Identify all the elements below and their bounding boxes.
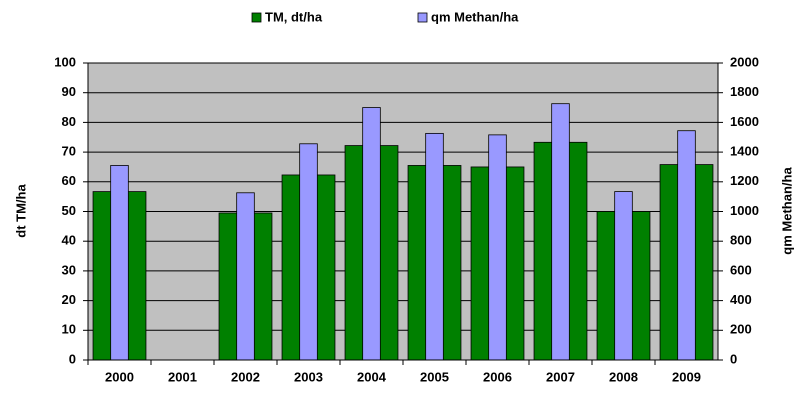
y2-tick-label: 200 bbox=[730, 322, 752, 337]
y2-axis-label: qm Methan/ha bbox=[779, 167, 794, 255]
x-tick-label: 2003 bbox=[294, 369, 323, 384]
legend-swatch bbox=[417, 12, 428, 23]
y-tick-label: 50 bbox=[62, 203, 76, 218]
y2-tick-label: 1600 bbox=[730, 114, 759, 129]
y-tick-label: 40 bbox=[62, 233, 76, 248]
y2-tick-label: 600 bbox=[730, 262, 752, 277]
y2-tick-label: 0 bbox=[730, 351, 737, 366]
y2-tick-label: 800 bbox=[730, 233, 752, 248]
y-tick-label: 0 bbox=[69, 351, 76, 366]
bar bbox=[677, 130, 696, 361]
y-tick-label: 10 bbox=[62, 322, 76, 337]
y2-tick-label: 2000 bbox=[730, 54, 759, 69]
bar bbox=[614, 191, 633, 361]
x-tick-label: 2005 bbox=[420, 369, 449, 384]
legend-swatch bbox=[251, 12, 262, 23]
x-tick-label: 2008 bbox=[609, 369, 638, 384]
y2-tick-label: 1200 bbox=[730, 173, 759, 188]
x-tick-label: 2007 bbox=[546, 369, 575, 384]
y-tick-label: 90 bbox=[62, 84, 76, 99]
bar bbox=[551, 103, 570, 361]
y-tick-label: 30 bbox=[62, 262, 76, 277]
x-tick-label: 2001 bbox=[168, 369, 197, 384]
x-tick-label: 2006 bbox=[483, 369, 512, 384]
y-tick-label: 100 bbox=[54, 54, 76, 69]
y-axis-label: dt TM/ha bbox=[13, 184, 28, 238]
bar bbox=[236, 192, 255, 361]
bar bbox=[110, 165, 129, 361]
bar bbox=[362, 107, 381, 361]
y-tick-label: 80 bbox=[62, 114, 76, 129]
bar bbox=[425, 132, 444, 361]
y2-tick-label: 1000 bbox=[730, 203, 759, 218]
bar bbox=[299, 143, 318, 361]
y-tick-label: 20 bbox=[62, 292, 76, 307]
legend-label: qm Methan/ha bbox=[431, 9, 519, 24]
legend-label: TM, dt/ha bbox=[265, 9, 323, 24]
y-tick-label: 70 bbox=[62, 144, 76, 159]
bar bbox=[488, 134, 507, 361]
y-tick-label: 60 bbox=[62, 173, 76, 188]
x-tick-label: 2009 bbox=[672, 369, 701, 384]
x-tick-label: 2002 bbox=[231, 369, 260, 384]
y2-tick-label: 1400 bbox=[730, 144, 759, 159]
y2-tick-label: 1800 bbox=[730, 84, 759, 99]
x-tick-label: 2004 bbox=[357, 369, 387, 384]
x-tick-label: 2000 bbox=[105, 369, 134, 384]
y2-tick-label: 400 bbox=[730, 292, 752, 307]
